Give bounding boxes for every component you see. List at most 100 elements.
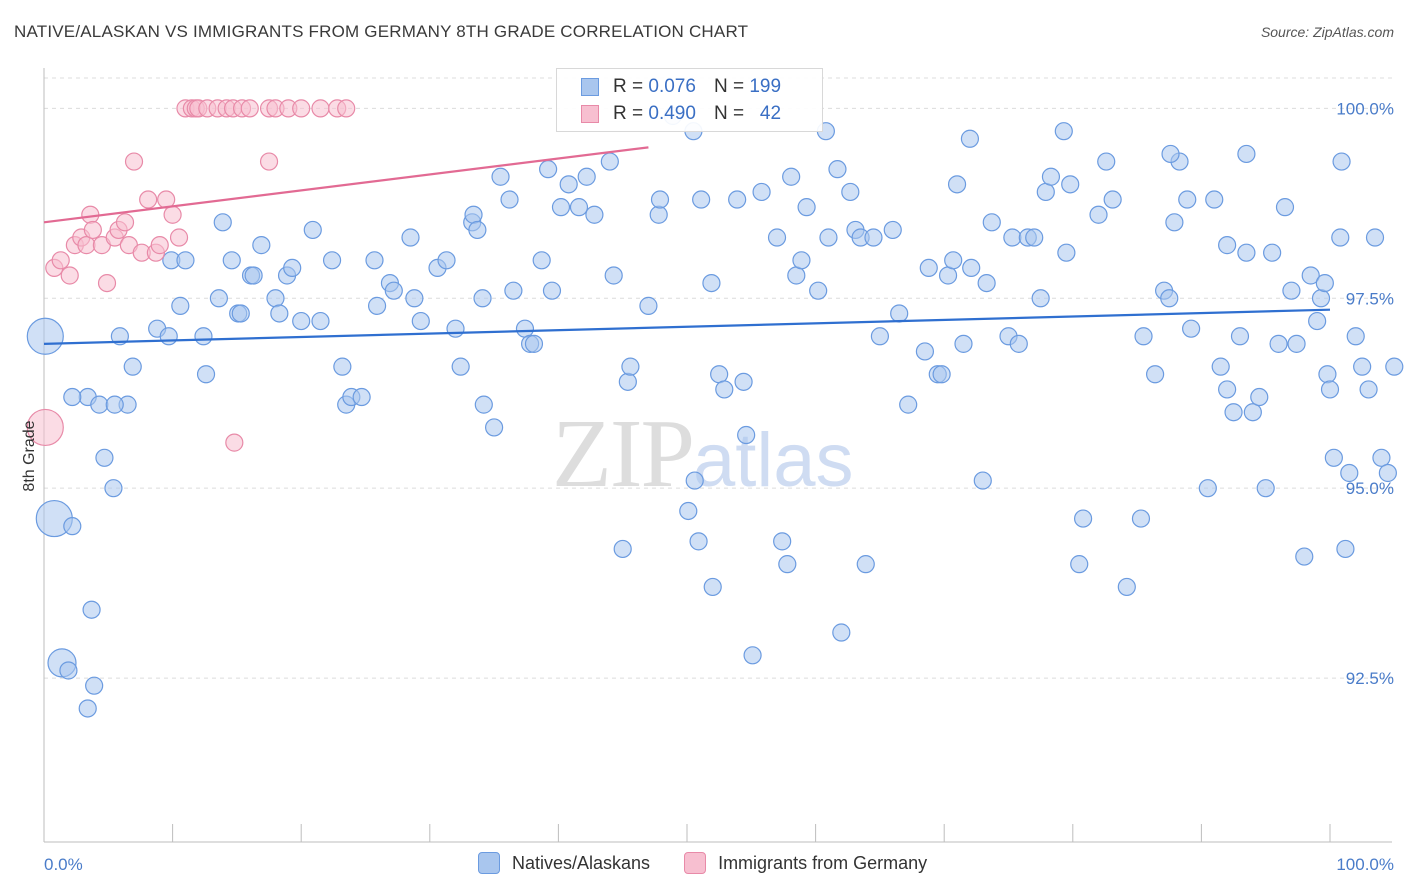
point-natives (1263, 243, 1282, 262)
point-natives (85, 676, 104, 695)
point-natives (1146, 365, 1165, 384)
point-natives (1332, 152, 1351, 171)
legend-r-value: 0.076 (648, 76, 696, 97)
point-germany (311, 99, 330, 118)
point-natives (542, 281, 562, 300)
point-natives (231, 304, 250, 323)
point-germany (139, 190, 158, 209)
trend-line-germany (43, 146, 649, 224)
point-natives (1070, 555, 1089, 574)
point-natives (1372, 448, 1391, 467)
legend-row-germany: R = 0.490 N = 42 (557, 100, 781, 128)
legend-r-value: 0.490 (648, 103, 696, 124)
point-natives (1073, 509, 1093, 528)
point-natives (473, 289, 492, 308)
point-natives (82, 600, 101, 619)
point-natives (485, 418, 504, 437)
point-natives (213, 213, 232, 232)
point-natives (1378, 463, 1397, 483)
point-natives (828, 160, 847, 179)
point-natives (491, 167, 510, 186)
point-natives (650, 190, 670, 209)
point-natives (883, 220, 902, 240)
point-natives (26, 317, 64, 355)
point-natives (559, 175, 578, 194)
chart-title: NATIVE/ALASKAN VS IMMIGRANTS FROM GERMAN… (14, 22, 749, 41)
point-natives (856, 555, 875, 574)
point-natives (841, 182, 860, 202)
legend-n-label: N = (713, 76, 745, 97)
point-natives (1165, 213, 1184, 232)
point-natives (437, 251, 456, 270)
legend-swatch-natives (581, 78, 599, 96)
point-natives (1057, 243, 1076, 262)
point-natives (1211, 357, 1230, 376)
point-natives (1103, 190, 1122, 209)
point-natives (532, 251, 551, 270)
point-natives (737, 425, 756, 445)
point-natives (702, 273, 721, 293)
point-natives (401, 228, 420, 247)
point-germany (292, 99, 311, 118)
series-label-germany: Immigrants from Germany (718, 852, 928, 873)
point-natives (110, 327, 129, 346)
point-natives (915, 342, 935, 361)
point-natives (104, 479, 123, 498)
point-natives (194, 327, 213, 346)
point-natives (1117, 577, 1136, 597)
point-natives (1340, 463, 1359, 483)
point-natives (159, 327, 178, 346)
series-swatch-natives (478, 852, 500, 874)
legend-n-value: 199 (749, 76, 782, 97)
point-germany (81, 205, 100, 224)
point-natives (1353, 357, 1372, 376)
point-natives (792, 251, 811, 270)
point-natives (1346, 327, 1365, 346)
point-natives (577, 167, 596, 186)
point-natives (474, 395, 493, 414)
point-natives (1301, 266, 1320, 285)
point-germany (26, 408, 64, 447)
point-natives (960, 129, 980, 148)
point-natives (1331, 228, 1350, 247)
point-natives (944, 251, 963, 270)
point-natives (1269, 334, 1288, 353)
point-natives (1134, 327, 1153, 346)
point-natives (1178, 190, 1197, 209)
point-natives (797, 198, 816, 217)
y-tick-label: 95.0% (1346, 479, 1394, 498)
point-natives (468, 220, 487, 240)
point-natives (105, 395, 124, 414)
legend-n-value: 42 (759, 103, 782, 124)
point-natives (1224, 403, 1243, 422)
point-natives (1198, 479, 1217, 498)
point-natives (1250, 387, 1269, 407)
point-natives (411, 311, 430, 331)
point-natives (1237, 144, 1256, 164)
point-natives (209, 289, 228, 308)
point-natives (890, 304, 909, 323)
point-natives (270, 304, 289, 323)
point-germany (150, 236, 169, 255)
point-natives (600, 152, 619, 171)
point-natives (252, 236, 271, 255)
y-tick-label: 97.5% (1346, 289, 1394, 308)
point-natives (1230, 327, 1250, 346)
point-natives (919, 258, 938, 277)
point-natives (1009, 334, 1028, 353)
point-natives (63, 387, 82, 407)
point-natives (679, 501, 698, 521)
point-natives (947, 175, 967, 194)
point-natives (283, 258, 302, 277)
legend-r-label: R = (613, 76, 644, 97)
point-natives (222, 251, 241, 270)
point-natives (782, 167, 801, 186)
point-natives (352, 387, 371, 407)
point-natives (569, 198, 589, 217)
point-natives (1243, 403, 1262, 422)
point-natives (1161, 144, 1180, 164)
point-natives (1275, 198, 1295, 217)
point-natives (1287, 334, 1306, 353)
point-natives (1256, 479, 1275, 498)
